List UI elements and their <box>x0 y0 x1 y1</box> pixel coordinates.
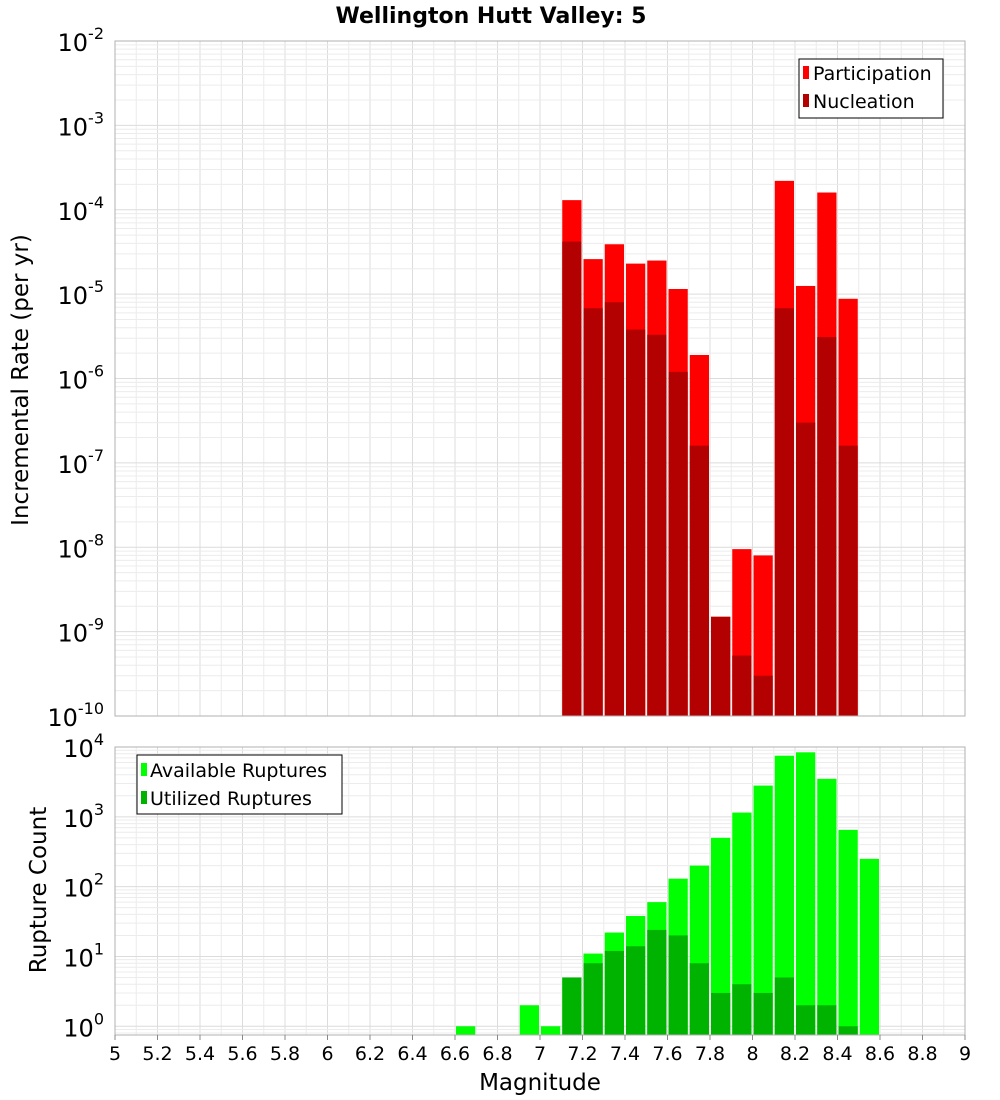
nucleation-bar <box>647 334 667 716</box>
bottom-y-axis-label: Rupture Count <box>26 807 52 973</box>
x-tick-label: 7.2 <box>567 1043 597 1065</box>
x-axis-label: Magnitude <box>479 1070 601 1096</box>
nucleation-bar <box>583 308 603 716</box>
utilized-ruptures-bar <box>838 1026 858 1035</box>
bottom-y-tick-label: 104 <box>63 730 104 763</box>
top-y-tick-label: 10-9 <box>58 615 105 648</box>
x-tick-label: 5.4 <box>185 1043 215 1065</box>
nucleation-bar <box>689 445 709 716</box>
available-ruptures-bar <box>796 752 816 1035</box>
available-ruptures-bar <box>774 755 794 1035</box>
x-tick-label: 6.6 <box>440 1043 470 1065</box>
bottom-plot-area: 100 101 102 103 104 5 5.2 5.4 5.6 5.8 6 6.2 6.4 6.6 6… <box>63 730 971 1065</box>
x-tick-label: 6.8 <box>482 1043 512 1065</box>
utilized-ruptures-bar <box>732 984 752 1035</box>
x-tick-label: 7.4 <box>610 1043 640 1065</box>
available-ruptures-bar <box>817 778 837 1035</box>
nucleation-bar <box>562 241 582 717</box>
utilized-ruptures-bar <box>689 963 709 1035</box>
top-y-tick-label: 10-8 <box>58 530 105 563</box>
available-ruptures-bar <box>456 1026 476 1035</box>
legend-nucleation-swatch <box>803 94 809 107</box>
available-ruptures-bar <box>732 812 752 1035</box>
chart-title: Wellington Hutt Valley: 5 <box>336 4 647 29</box>
x-tick-label: 6.2 <box>355 1043 385 1065</box>
available-ruptures-bar <box>541 1026 561 1035</box>
nucleation-bar <box>753 675 773 716</box>
utilized-ruptures-bar <box>817 1005 837 1035</box>
x-tick-label: 9 <box>959 1043 971 1065</box>
nucleation-bar <box>604 302 624 716</box>
legend-available-swatch <box>141 763 147 776</box>
x-tick-label: 5.8 <box>270 1043 300 1065</box>
x-tick-label: 8.6 <box>865 1043 895 1065</box>
utilized-ruptures-bar <box>796 1005 816 1035</box>
x-tick-label: 7 <box>534 1043 546 1065</box>
top-legend: Participation Nucleation <box>798 58 944 119</box>
x-tick-label: 8.4 <box>822 1043 852 1065</box>
utilized-ruptures-bar <box>562 977 582 1035</box>
top-y-tick-label: 10-7 <box>58 446 105 479</box>
nucleation-bar <box>626 329 646 716</box>
nucleation-bar <box>817 337 837 716</box>
legend-participation-label: Participation <box>813 63 932 85</box>
top-y-tick-label: 10-10 <box>47 699 104 732</box>
utilized-ruptures-bar <box>668 935 688 1035</box>
top-y-tick-label: 10-3 <box>58 108 105 141</box>
available-ruptures-bar <box>519 1005 539 1035</box>
top-y-tick-label: 10-2 <box>58 24 105 57</box>
top-y-tick-label: 10-5 <box>58 277 105 310</box>
available-ruptures-bar <box>711 837 731 1035</box>
top-plot-frame <box>114 40 966 717</box>
utilized-ruptures-bar <box>774 977 794 1035</box>
x-tick-label: 8.8 <box>907 1043 937 1065</box>
utilized-ruptures-bar <box>647 929 667 1035</box>
x-tick-label: 7.6 <box>652 1043 682 1065</box>
available-ruptures-bar <box>838 829 858 1035</box>
bottom-y-tick-label: 103 <box>63 800 104 833</box>
bottom-y-tick-label: 100 <box>63 1009 104 1042</box>
x-tick-label: 5.2 <box>142 1043 172 1065</box>
x-tick-label: 6.4 <box>397 1043 427 1065</box>
nucleation-bar <box>796 422 816 716</box>
x-tick-label: 5.6 <box>227 1043 257 1065</box>
utilized-ruptures-bar <box>583 963 603 1035</box>
legend-utilized-label: Utilized Ruptures <box>150 788 312 810</box>
top-y-axis-label: Incremental Rate (per yr) <box>8 234 34 526</box>
nucleation-bar <box>711 616 731 716</box>
nucleation-bar <box>838 445 858 716</box>
bottom-y-tick-label: 102 <box>63 870 104 903</box>
x-tick-label: 5 <box>109 1043 121 1065</box>
legend-utilized-swatch <box>141 791 147 804</box>
top-y-tick-label: 10-4 <box>58 193 105 226</box>
utilized-ruptures-bar <box>753 992 773 1035</box>
bottom-legend: Available Ruptures Utilized Ruptures <box>136 754 343 815</box>
utilized-ruptures-bar <box>711 992 731 1035</box>
nucleation-bar <box>774 308 794 716</box>
top-plot-area: 10-10 10-9 10-8 10-7 10-6 10-5 10-4 10-3 10-2 Pa… <box>47 24 966 732</box>
top-y-tick-label: 10-6 <box>58 362 105 395</box>
x-tick-label: 8.2 <box>780 1043 810 1065</box>
utilized-ruptures-bar <box>626 946 646 1035</box>
bottom-y-tick-label: 101 <box>63 939 104 972</box>
legend-nucleation-label: Nucleation <box>813 91 915 113</box>
x-tick-label: 8 <box>746 1043 758 1065</box>
utilized-ruptures-bar <box>604 950 624 1035</box>
x-tick-label: 7.8 <box>695 1043 725 1065</box>
available-ruptures-bar <box>859 858 879 1035</box>
nucleation-bar <box>732 655 752 716</box>
nucleation-bar <box>668 371 688 716</box>
x-tick-label: 6 <box>321 1043 333 1065</box>
legend-available-label: Available Ruptures <box>150 760 327 782</box>
available-ruptures-bar <box>753 785 773 1035</box>
legend-participation-swatch <box>803 66 809 79</box>
